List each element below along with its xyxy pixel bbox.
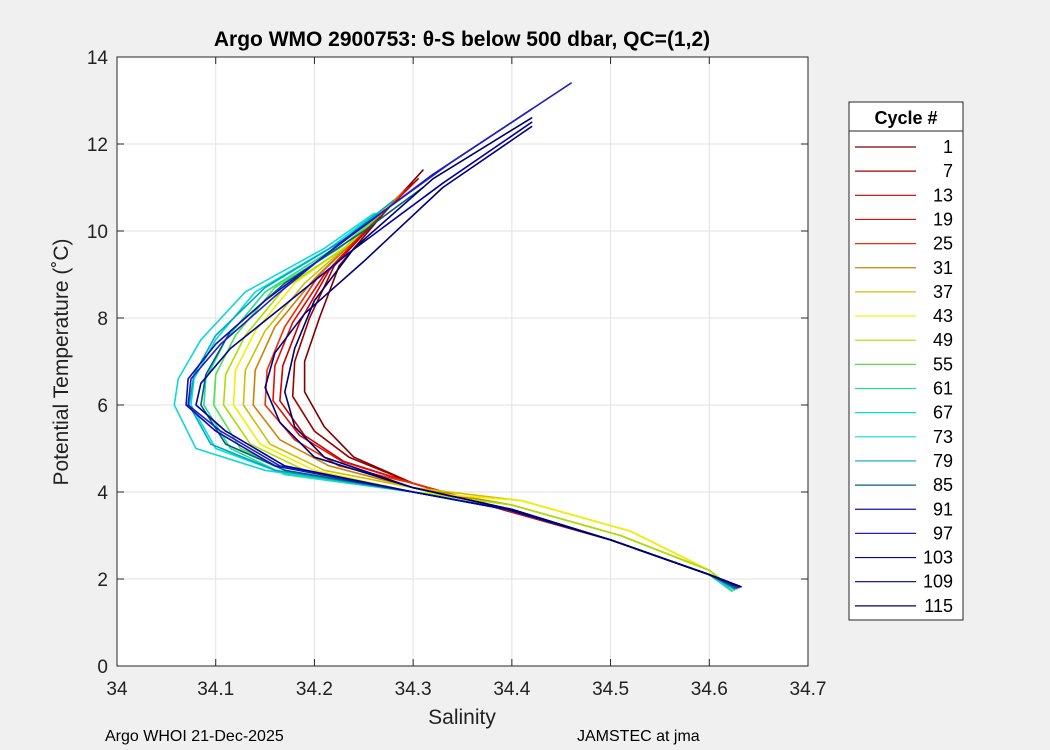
plot-area xyxy=(117,57,808,666)
legend-label-cycle-43: 43 xyxy=(933,306,953,326)
footer-left: Argo WHOI 21-Dec-2025 xyxy=(105,728,284,745)
y-axis-label: Potential Temperature (˚C) xyxy=(50,238,73,485)
legend-label-cycle-1: 1 xyxy=(943,137,953,157)
x-tick-label: 34.2 xyxy=(296,679,333,700)
legend-label-cycle-49: 49 xyxy=(933,330,953,350)
x-tick-label: 34.1 xyxy=(197,679,234,700)
y-tick-label: 12 xyxy=(87,135,108,156)
y-tick-label: 8 xyxy=(97,309,108,330)
chart-title: Argo WMO 2900753: θ-S below 500 dbar, QC… xyxy=(214,28,710,51)
x-tick-label: 34.3 xyxy=(395,679,432,700)
footer-right: JAMSTEC at jma xyxy=(577,728,700,745)
plot-frame xyxy=(116,56,809,667)
legend-label-cycle-67: 67 xyxy=(933,403,953,423)
legend-label-cycle-31: 31 xyxy=(933,258,953,278)
x-axis-label: Salinity xyxy=(428,706,496,729)
legend-label-cycle-13: 13 xyxy=(933,185,953,205)
legend-label-cycle-109: 109 xyxy=(923,572,953,592)
y-tick-label: 6 xyxy=(97,396,108,417)
x-tick-label: 34.4 xyxy=(493,679,530,700)
legend-label-cycle-19: 19 xyxy=(933,209,953,229)
axis-ticks: 34 34.1 34.2 34.3 34.4 34.5 34.6 34.7 0 2 4 6 8 10 12 1… xyxy=(87,48,827,700)
legend: Cycle # 1 7 13 19 25 31 37 43 49 55 61 67 73 79 85 91 97… xyxy=(848,101,964,621)
legend-label-cycle-97: 97 xyxy=(933,523,953,543)
legend-label-cycle-115: 115 xyxy=(924,596,953,616)
grid xyxy=(117,57,808,666)
y-tick-label: 0 xyxy=(97,657,108,678)
series-line-cycle-43 xyxy=(232,204,734,591)
legend-title: Cycle # xyxy=(874,108,937,128)
legend-label-cycle-7: 7 xyxy=(943,161,953,181)
legend-label-cycle-37: 37 xyxy=(933,282,953,302)
legend-label-cycle-55: 55 xyxy=(933,354,953,374)
y-tick-label: 2 xyxy=(97,570,108,591)
x-tick-label: 34.7 xyxy=(790,679,827,700)
legend-label-cycle-91: 91 xyxy=(933,499,953,519)
legend-label-cycle-73: 73 xyxy=(933,427,953,447)
series-lines xyxy=(173,82,742,592)
legend-items: 1 7 13 19 25 31 37 43 49 55 61 67 73 79 85 91 97 103 109 11… xyxy=(855,137,953,616)
y-tick-label: 14 xyxy=(87,48,109,69)
legend-label-cycle-25: 25 xyxy=(933,234,953,254)
x-tick-label: 34.5 xyxy=(592,679,629,700)
legend-label-cycle-85: 85 xyxy=(933,475,953,495)
series-line-cycle-115 xyxy=(284,117,742,588)
legend-label-cycle-103: 103 xyxy=(923,548,953,568)
legend-label-cycle-79: 79 xyxy=(933,451,953,471)
x-tick-label: 34.6 xyxy=(691,679,728,700)
x-tick-label: 34 xyxy=(106,679,128,700)
y-tick-label: 4 xyxy=(97,483,108,504)
y-tick-label: 10 xyxy=(87,222,108,243)
legend-label-cycle-61: 61 xyxy=(933,379,953,399)
